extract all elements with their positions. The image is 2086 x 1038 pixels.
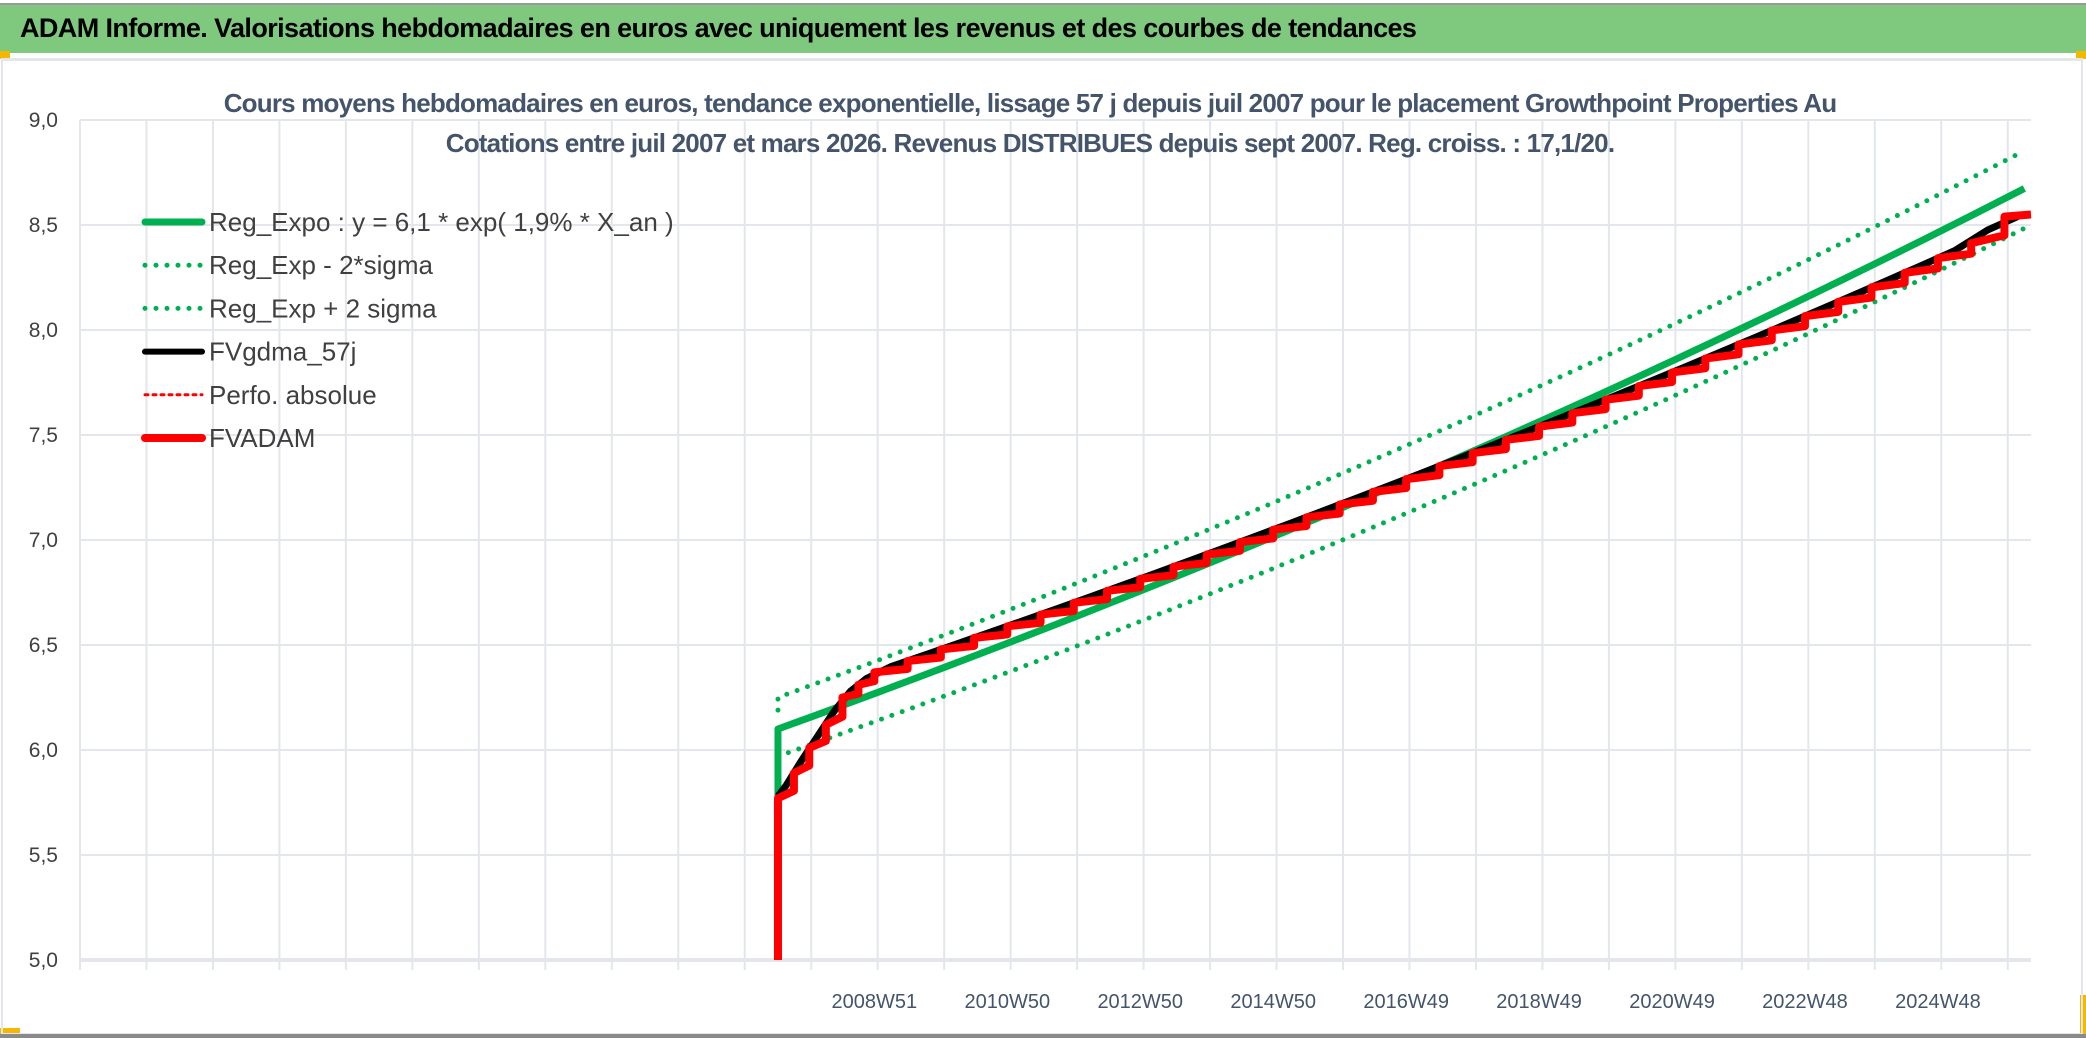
selection-handle (0, 1028, 20, 1034)
y-tick-label: 6,0 (29, 739, 58, 762)
reg-exp-plus-2sigma-line (775, 148, 2027, 713)
y-tick-label: 8,0 (29, 319, 58, 342)
fvadam-line (773, 210, 2032, 960)
y-tick-label: 7,0 (29, 529, 58, 552)
legend-label: FVgdma_57j (209, 337, 356, 367)
divider (0, 1034, 2086, 1038)
y-tick-label: 5,0 (29, 949, 58, 972)
x-tick-label: 2010W50 (964, 991, 1050, 1013)
x-tick-label: 2020W49 (1629, 991, 1715, 1013)
reg-exp-minus-2sigma-line (775, 225, 2027, 759)
y-tick-label: 8,5 (29, 214, 58, 237)
x-tick-label: 2018W49 (1496, 991, 1582, 1013)
x-tick-label: 2014W50 (1230, 991, 1316, 1013)
gridlines: 5,0 5,5 6,0 6,5 7,0 7,5 8,0 8,5 9,0 2008W51 2010W5… (29, 109, 2031, 1013)
report-title: ADAM Informe. Valorisations hebdomadaire… (20, 13, 1417, 43)
fvgdma-57j-line (775, 213, 2020, 799)
y-tick-label: 9,0 (29, 109, 58, 132)
selection-handle (2076, 51, 2086, 59)
y-tick-label: 7,5 (29, 424, 58, 447)
series-layer (773, 148, 2032, 960)
chart-title-line-2: Cotations entre juil 2007 et mars 2026. … (446, 128, 1615, 158)
x-tick-label: 2016W49 (1363, 991, 1449, 1013)
legend-label: Perfo. absolue (209, 380, 377, 410)
y-tick-label: 6,5 (29, 634, 58, 657)
x-tick-label: 2012W50 (1097, 991, 1183, 1013)
legend-label: Reg_Exp - 2*sigma (209, 250, 434, 280)
legend-label: FVADAM (209, 423, 315, 453)
legend-label: Reg_Exp + 2 sigma (209, 293, 437, 323)
y-tick-label: 5,5 (29, 844, 58, 867)
selection-handle (2080, 995, 2086, 1035)
x-tick-label: 2022W48 (1762, 991, 1848, 1013)
chart-title-line-1: Cours moyens hebdomadaires en euros, ten… (224, 88, 1837, 118)
legend-label: Reg_Expo : y = 6,1 * exp( 1,9% * X_an ) (209, 207, 674, 237)
selection-handle (0, 51, 10, 59)
x-tick-label: 2008W51 (832, 991, 918, 1013)
report-title-bar: ADAM Informe. Valorisations hebdomadaire… (0, 3, 2086, 53)
perfo-absolue-line (776, 213, 2032, 960)
legend: Reg_Expo : y = 6,1 * exp( 1,9% * X_an ) R… (141, 207, 674, 453)
x-tick-label: 2024W48 (1895, 991, 1981, 1013)
